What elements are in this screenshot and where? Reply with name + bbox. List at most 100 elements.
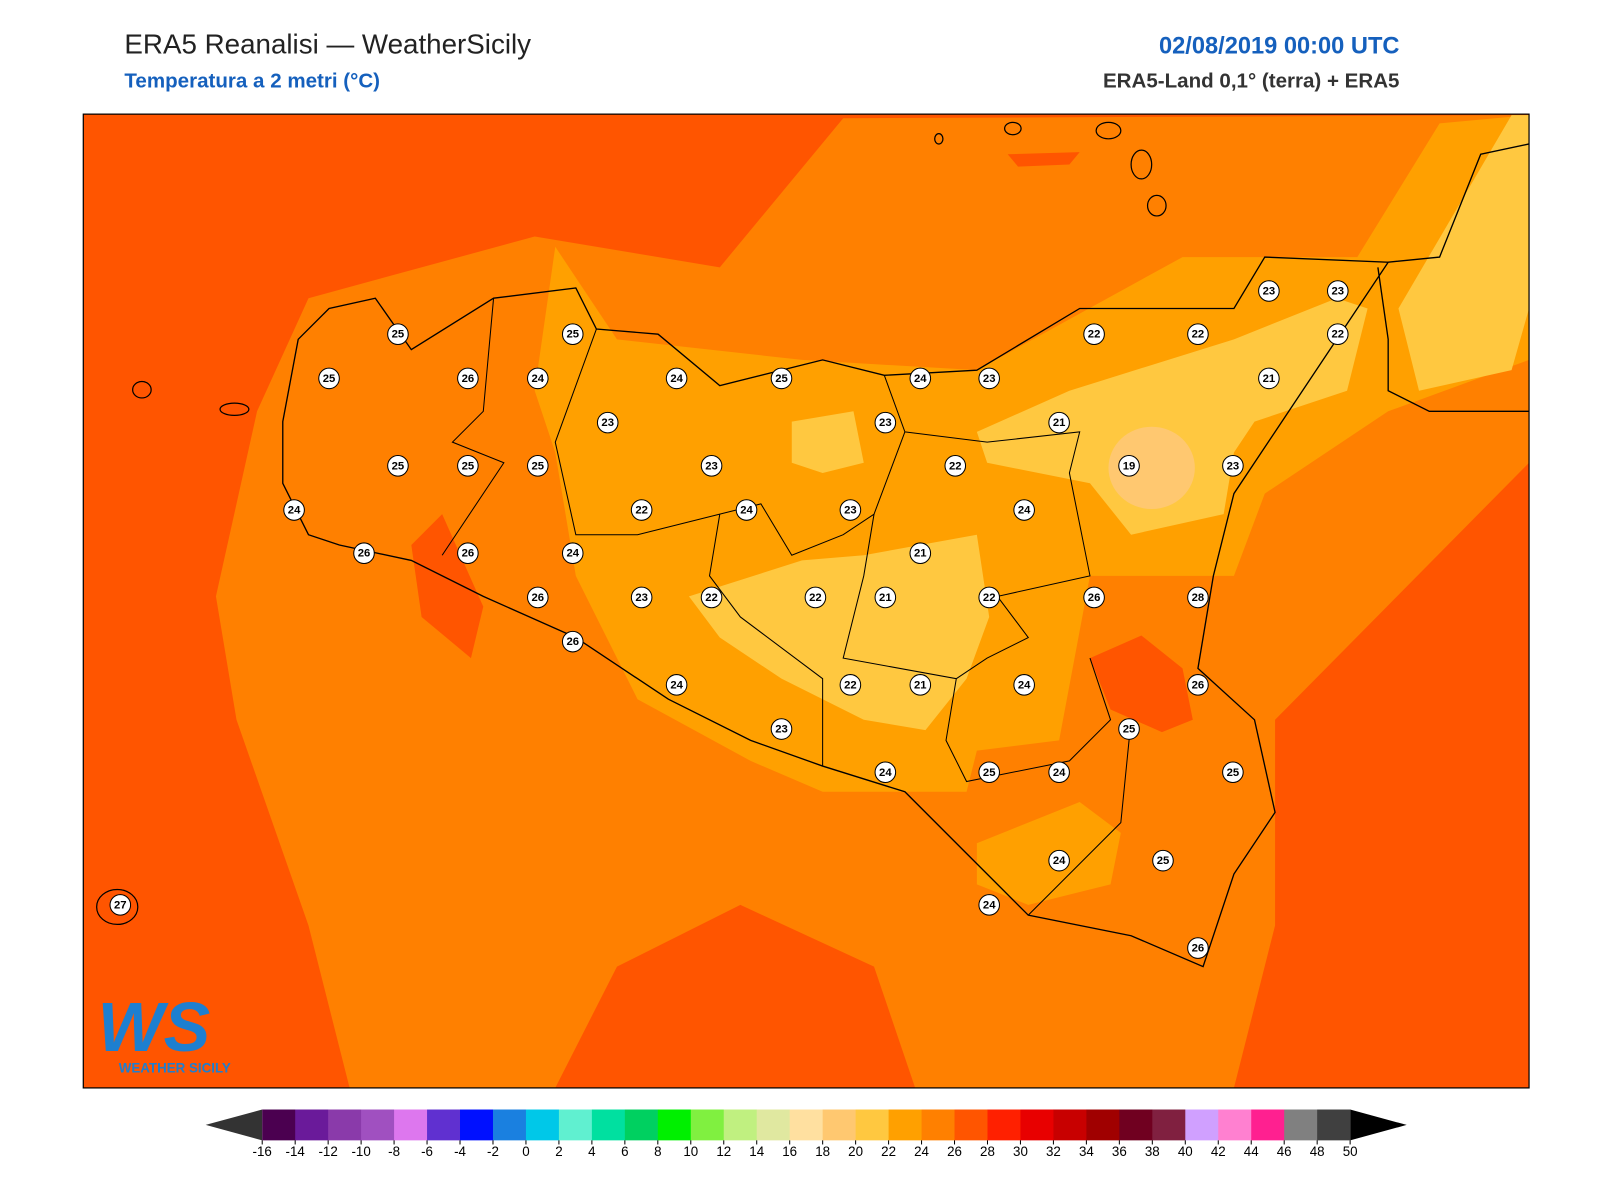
colorbar-tick-label: -2 [487,1144,499,1159]
colorbar-tick-label: -4 [454,1144,466,1159]
stations: 25 25 23 23 22 22 22 25 26 24 24 25 24 23 21 23 23 21 25 25… [109,280,1349,959]
station-marker [561,542,584,565]
station-value: 23 [1263,286,1276,298]
station-marker [526,586,549,609]
colorbar-tick-label: 50 [1343,1144,1358,1159]
colorbar-segment [525,1109,560,1141]
station-value: 25 [1227,767,1240,779]
title: ERA5 Reanalisi — WeatherSicily [124,28,531,59]
colorbar-tick-label: -10 [351,1144,370,1159]
station-value: 21 [1263,373,1276,385]
station-marker [1013,499,1035,521]
logo: WS WEATHER SICILY [98,988,231,1076]
station-value: 22 [1088,329,1101,341]
station-marker [700,586,723,609]
station-marker [283,499,305,521]
station-marker [978,367,1000,390]
colorbar-tick-label: 32 [1046,1144,1061,1159]
station-marker [700,455,723,477]
station-marker [909,367,932,390]
colorbar-tick-label: 40 [1178,1144,1193,1159]
colorbar-segment [690,1109,725,1141]
colorbar-tick-label: 34 [1079,1144,1094,1159]
colorbar-tick-label: 20 [848,1144,863,1159]
station-value: 25 [532,460,545,472]
station-value: 24 [670,679,683,691]
station-marker [1048,411,1070,434]
colorbar-tick-label: 38 [1145,1144,1160,1159]
station-value: 25 [775,373,788,385]
station-value: 23 [601,417,614,429]
colorbar-tick-label: 12 [716,1144,731,1159]
station-value: 24 [740,505,753,517]
station-marker [596,411,619,434]
colorbar-tick-label: 0 [522,1144,529,1159]
station-value: 22 [1192,329,1205,341]
colorbar-segment [1020,1109,1054,1141]
colorbar-tick-label: 44 [1244,1144,1259,1159]
station-marker [1222,761,1244,784]
station-marker [839,674,862,696]
station-marker [874,411,897,434]
colorbar-segment [1185,1109,1219,1141]
date: 02/08/2019 00:00 UTC [1159,33,1400,59]
station-marker [665,674,688,696]
colorbar-tick-label: 22 [881,1144,896,1159]
station-value: 25 [323,373,336,385]
colorbar-tick-label: -8 [388,1144,400,1159]
colorbar-tick-label: 36 [1112,1144,1127,1159]
station-value: 24 [532,373,545,385]
station-value: 22 [635,505,648,517]
station-value: 23 [1332,286,1345,298]
colorbar-segment [1251,1109,1285,1141]
station-value: 25 [1123,724,1136,736]
station-value: 23 [1227,460,1240,472]
station-value: 24 [566,548,579,560]
station-value: 26 [566,636,579,648]
station-value: 22 [1332,329,1345,341]
station-value: 24 [983,899,996,911]
colorbar-segment [789,1109,824,1141]
station-marker [387,323,409,345]
station-value: 24 [1053,855,1066,867]
map: 25 25 23 23 22 22 22 25 26 24 24 25 24 23 21 23 23 21 25 25… [83,114,1530,1088]
colorbar-segment [987,1109,1021,1141]
station-marker [1258,367,1280,390]
station-value: 26 [1192,943,1205,955]
colorbar-tick-label: 2 [555,1144,562,1159]
colorbar-segment [427,1109,461,1141]
colorbar-segment [921,1109,956,1141]
station-value: 19 [1123,460,1136,472]
colorbar-segment [1152,1109,1186,1141]
station-value: 25 [1157,855,1170,867]
station-value: 26 [462,548,475,560]
station-marker [1258,280,1280,302]
logo-mark: WS [98,988,211,1066]
colorbar-tick-label: 10 [683,1144,698,1159]
station-value: 24 [1018,679,1031,691]
station-value: 22 [949,460,962,472]
colorbar-segment [1218,1109,1252,1141]
colorbar-segment [1053,1109,1087,1141]
station-marker [318,367,340,390]
station-marker [735,499,758,521]
colorbar-segment [888,1109,923,1141]
station-marker [1187,674,1209,696]
station-marker [804,586,827,609]
station-value: 24 [914,373,927,385]
station-marker [1152,849,1174,872]
station-marker [770,367,793,390]
station-value: 28 [1192,592,1205,604]
station-value: 26 [462,373,475,385]
colorbar-tick-label: 26 [947,1144,962,1159]
colorbar-segment [558,1109,593,1141]
station-value: 25 [983,767,996,779]
station-marker [1326,280,1349,302]
station-value: 21 [914,548,927,560]
station-value: 23 [844,505,857,517]
borders [441,298,1132,916]
station-marker [944,455,967,477]
station-marker [1326,323,1349,345]
station-marker [978,586,1000,609]
